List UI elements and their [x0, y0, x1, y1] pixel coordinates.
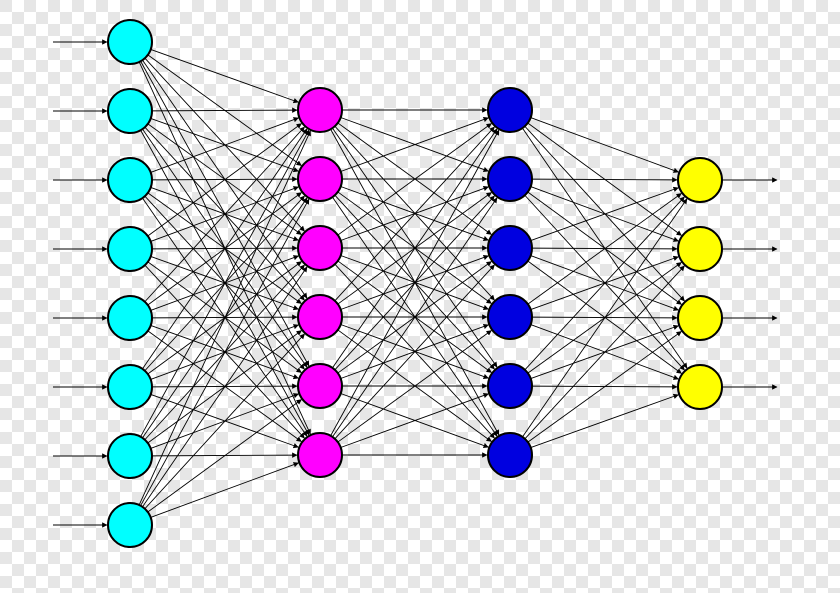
input-node [108, 503, 152, 547]
output-node [678, 158, 722, 202]
hidden2-node [488, 88, 532, 132]
hidden1-node [298, 433, 342, 477]
input-node [108, 296, 152, 340]
hidden1-node [298, 364, 342, 408]
output-node [678, 227, 722, 271]
output-node [678, 365, 722, 409]
hidden2-node [488, 433, 532, 477]
input-node [108, 227, 152, 271]
hidden1-node [298, 157, 342, 201]
hidden2-node [488, 226, 532, 270]
hidden2-node [488, 364, 532, 408]
hidden1-node [298, 226, 342, 270]
input-node [108, 365, 152, 409]
hidden1-node [298, 88, 342, 132]
input-node [108, 89, 152, 133]
hidden1-node [298, 295, 342, 339]
output-node [678, 296, 722, 340]
neural-network-diagram [0, 0, 840, 593]
hidden2-node [488, 295, 532, 339]
input-node [108, 158, 152, 202]
input-node [108, 20, 152, 64]
hidden2-node [488, 157, 532, 201]
input-node [108, 434, 152, 478]
